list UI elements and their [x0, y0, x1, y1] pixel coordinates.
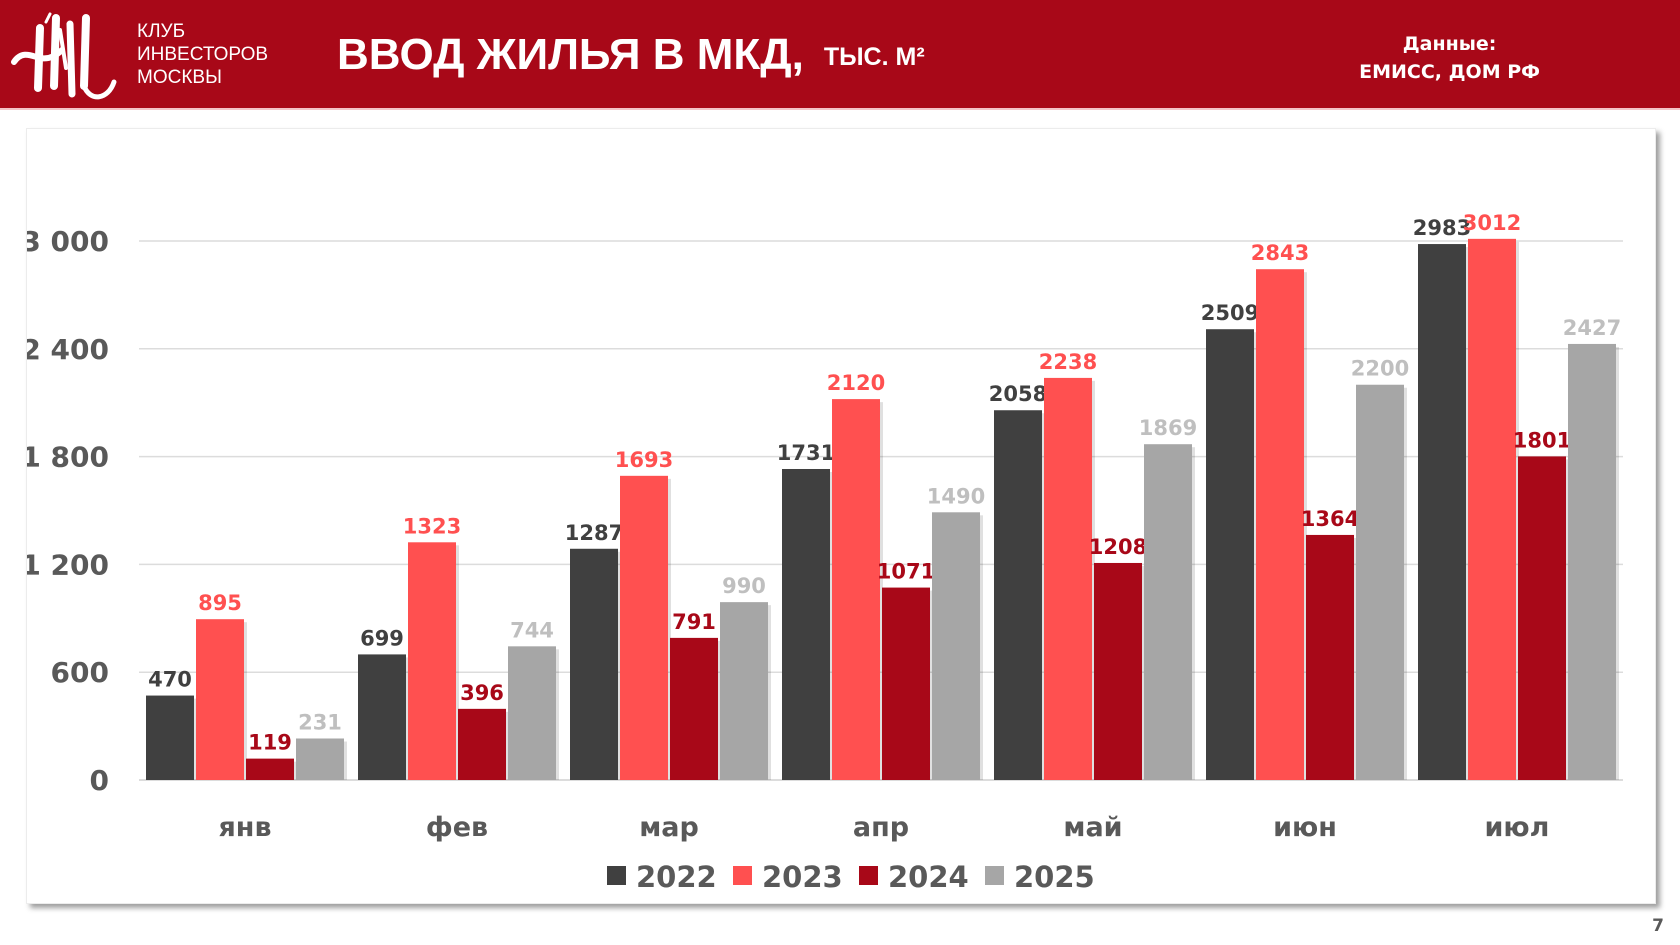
- bar-2023-май: [1044, 377, 1092, 780]
- bar-2022-май: [994, 410, 1042, 780]
- data-label: 2120: [827, 371, 885, 395]
- bar-2025-июн: [1356, 384, 1404, 780]
- x-tick-label: апр: [853, 812, 909, 843]
- y-tick-label: 600: [51, 656, 109, 689]
- bar-2025-апр: [932, 512, 980, 780]
- bar-2023-апр: [832, 399, 880, 780]
- bar-2023-янв: [196, 619, 244, 780]
- x-tick-label: июл: [1485, 812, 1550, 843]
- legend-label-2023: 2023: [762, 860, 843, 894]
- bar-2024-мар: [670, 637, 718, 780]
- bar-2024-июл: [1518, 456, 1566, 780]
- slide-title-text: ВВОД ЖИЛЬЯ В МКД,: [337, 30, 804, 79]
- legend-swatch-2022: [607, 866, 626, 885]
- bar-2022-июн: [1206, 329, 1254, 780]
- bar-2023-июл: [1468, 238, 1516, 780]
- y-tick-label: 0: [90, 764, 109, 797]
- data-label: 744: [510, 618, 554, 642]
- legend-label-2022: 2022: [636, 860, 717, 894]
- bar-2025-июл: [1568, 343, 1616, 780]
- bar-2023-июн: [1256, 269, 1304, 780]
- data-label: 1869: [1139, 416, 1197, 440]
- data-source: Данные: ЕМИСС, ДОМ РФ: [1359, 30, 1540, 86]
- data-label: 1208: [1089, 535, 1147, 559]
- data-label: 1801: [1513, 428, 1571, 452]
- data-label: 2509: [1201, 301, 1259, 325]
- bar-2025-фев: [508, 646, 556, 780]
- bar-2022-мар: [570, 548, 618, 780]
- x-tick-label: май: [1063, 812, 1122, 843]
- bar-2022-янв: [146, 695, 194, 780]
- bar-2024-апр: [882, 587, 930, 780]
- bar-2022-апр: [782, 468, 830, 780]
- x-tick-label: янв: [218, 812, 271, 843]
- data-label: 1323: [403, 514, 461, 538]
- bar-2024-май: [1094, 562, 1142, 780]
- data-label: 396: [460, 681, 504, 705]
- bar-2023-фев: [408, 542, 456, 780]
- data-label: 2200: [1351, 357, 1409, 381]
- x-tick-label: мар: [639, 812, 699, 843]
- club-name-line-2: ИНВЕСТОРОВ: [137, 44, 269, 65]
- data-label: 1490: [927, 484, 985, 508]
- y-tick-label: 3 000: [27, 225, 109, 258]
- bar-2022-фев: [358, 654, 406, 780]
- data-source-label: Данные:: [1402, 33, 1497, 55]
- y-tick-label: 2 400: [27, 333, 109, 366]
- legend-label-2024: 2024: [888, 860, 969, 894]
- data-label: 2238: [1039, 350, 1097, 374]
- bar-2024-янв: [246, 758, 294, 780]
- data-label: 1731: [777, 441, 835, 465]
- legend-label-2025: 2025: [1014, 860, 1095, 894]
- page-number: 7: [1652, 916, 1664, 936]
- bar-2025-май: [1144, 444, 1192, 780]
- data-label: 1287: [565, 521, 623, 545]
- data-label: 119: [248, 731, 292, 755]
- data-label: 791: [672, 610, 716, 634]
- data-label: 895: [198, 591, 242, 615]
- data-label: 231: [298, 710, 342, 734]
- bar-2022-июл: [1418, 244, 1466, 781]
- x-tick-label: фев: [426, 812, 488, 843]
- y-tick-label: 1 200: [27, 548, 109, 581]
- data-label: 990: [722, 574, 766, 598]
- data-label: 1693: [615, 448, 673, 472]
- data-label: 3012: [1463, 211, 1521, 235]
- legend-swatch-2025: [985, 866, 1004, 885]
- slide-header: КЛУБ ИНВЕСТОРОВ МОСКВЫ ВВОД ЖИЛЬЯ В МКД,…: [0, 0, 1680, 108]
- header-divider: [0, 108, 1680, 110]
- data-label: 2843: [1251, 241, 1309, 265]
- data-source-value: ЕМИСС, ДОМ РФ: [1359, 61, 1540, 83]
- data-label: 1071: [877, 560, 935, 584]
- y-tick-label: 1 800: [27, 441, 109, 474]
- data-label: 699: [360, 626, 404, 650]
- x-tick-label: июн: [1273, 812, 1337, 843]
- chart-card: 0 600 1 200 1 800 2 400 3 000 470 895 119 231 янв 6…: [26, 128, 1656, 904]
- data-label: 2058: [989, 382, 1047, 406]
- bar-2025-янв: [296, 738, 344, 780]
- club-name: КЛУБ ИНВЕСТОРОВ МОСКВЫ: [137, 20, 268, 89]
- data-label: 2427: [1563, 316, 1621, 340]
- slide-title: ВВОД ЖИЛЬЯ В МКД, ТЫС. М²: [337, 30, 925, 82]
- bar-2024-фев: [458, 708, 506, 780]
- data-label: 1364: [1301, 507, 1359, 531]
- data-label: 470: [148, 668, 192, 692]
- club-name-line-1: КЛУБ: [137, 21, 186, 42]
- legend-swatch-2024: [859, 866, 878, 885]
- legend-swatch-2023: [733, 866, 752, 885]
- slide-title-unit: ТЫС. М²: [823, 43, 925, 71]
- data-label: 2983: [1413, 216, 1471, 240]
- bar-2024-июн: [1306, 534, 1354, 780]
- club-logo-icon: [11, 12, 117, 100]
- bar-2023-мар: [620, 475, 668, 780]
- bar-2025-мар: [720, 602, 768, 780]
- club-name-line-3: МОСКВЫ: [137, 67, 222, 88]
